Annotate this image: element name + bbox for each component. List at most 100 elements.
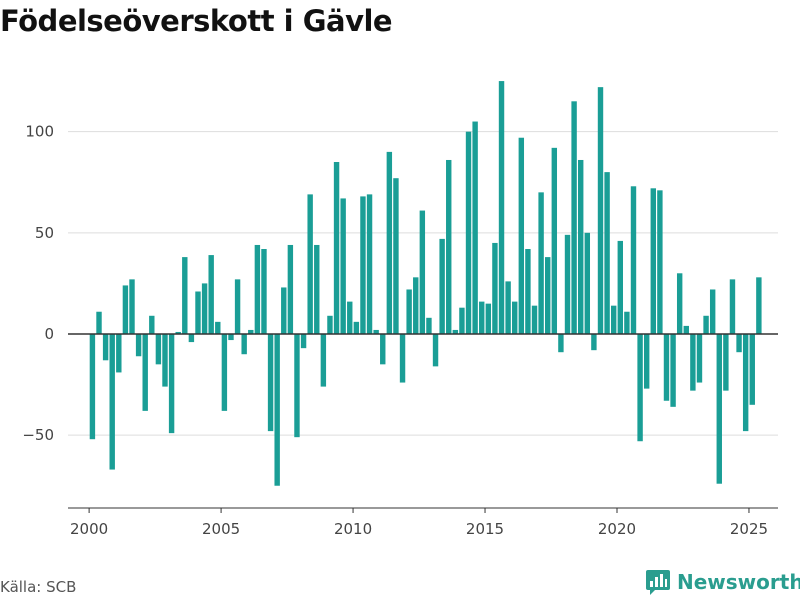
y-tick-label: 0: [44, 325, 54, 343]
source-note: Källa: SCB: [0, 578, 77, 596]
bar: [267, 333, 274, 432]
bar: [452, 329, 459, 334]
x-tick-label: 2005: [202, 520, 240, 538]
x-tick-label: 2010: [334, 520, 372, 538]
bar: [234, 279, 241, 334]
bar: [386, 151, 393, 334]
bar: [155, 333, 162, 365]
bar: [254, 244, 261, 334]
bar: [300, 333, 307, 349]
y-tick-label: 100: [25, 123, 54, 141]
bar: [96, 311, 102, 334]
bar: [610, 305, 617, 334]
y-tick-label: 50: [35, 224, 54, 242]
bar: [525, 249, 531, 334]
bar: [175, 331, 181, 334]
bar: [426, 317, 432, 334]
bar: [116, 333, 122, 373]
bar: [742, 333, 749, 432]
y-tick-label: −50: [22, 426, 54, 444]
bar: [307, 194, 313, 334]
bar: [756, 277, 762, 334]
x-tick-labels: 2000 2005 2010 2015 2020 2025: [70, 520, 768, 538]
bar: [518, 137, 525, 334]
bar: [716, 333, 722, 484]
bar: [723, 333, 729, 391]
bar: [195, 291, 201, 334]
bar: [353, 321, 360, 334]
bar: [749, 333, 755, 405]
bar: [709, 289, 716, 334]
bar: [531, 305, 538, 334]
bar: [294, 333, 300, 438]
bar: [228, 333, 234, 341]
axes: [68, 507, 778, 513]
x-tick-label: 2015: [466, 520, 504, 538]
bar: [584, 232, 591, 334]
newsworthy-logo-icon: [646, 570, 670, 595]
bar: [287, 244, 294, 334]
bar: [406, 289, 412, 334]
bar: [624, 311, 630, 334]
bar: [109, 333, 115, 470]
bar: [479, 301, 485, 334]
bar: [333, 162, 340, 334]
brand-name: Newsworthy: [677, 570, 800, 594]
bar: [670, 333, 676, 407]
bar: [591, 333, 597, 351]
bar: [577, 159, 584, 334]
bar: [314, 244, 320, 334]
bar: [142, 333, 148, 411]
bar: [729, 279, 736, 334]
bar: [380, 333, 386, 365]
bar: [597, 87, 604, 334]
bar: [188, 333, 195, 343]
bar: [347, 301, 353, 334]
bar: [657, 190, 663, 334]
bar: [683, 325, 689, 334]
bar: [571, 101, 577, 334]
bar: [327, 315, 333, 334]
bar: [102, 333, 109, 361]
bar: [558, 333, 564, 353]
x-tick-label: 2000: [70, 520, 108, 538]
bar: [122, 285, 129, 334]
bar: [696, 333, 703, 383]
bar: [162, 333, 168, 387]
bar: [135, 333, 142, 357]
bar: [630, 186, 637, 334]
bar: [637, 333, 643, 442]
bar: [690, 333, 696, 391]
bar: [248, 329, 254, 334]
bar: [413, 277, 419, 334]
bar: [89, 333, 96, 440]
y-tick-labels: −50 0 50 100: [22, 123, 54, 445]
bars: [89, 81, 762, 486]
bar: [366, 194, 373, 334]
bar: [340, 198, 346, 334]
newsworthy-logo: Newsworthy: [645, 569, 800, 595]
bar: [360, 196, 366, 334]
bar: [676, 273, 683, 334]
bar: [505, 281, 511, 334]
bar: [736, 333, 742, 353]
bar: [168, 333, 175, 434]
bar: [643, 333, 650, 389]
x-tick-label: 2025: [730, 520, 768, 538]
x-tick-label: 2020: [598, 520, 636, 538]
bar: [551, 147, 558, 334]
bar: [274, 333, 280, 486]
bar: [129, 279, 135, 334]
bar: [604, 172, 610, 334]
bar: [446, 159, 452, 334]
bar: [221, 333, 228, 411]
bar: [373, 329, 379, 334]
bar: [564, 234, 571, 334]
bar: [617, 240, 624, 334]
bar: [492, 242, 498, 334]
bar: [703, 315, 709, 334]
chart-title: Födelseöverskott i Gävle: [0, 4, 393, 38]
bar: [432, 333, 439, 367]
bar: [182, 257, 188, 334]
bar: [439, 238, 445, 334]
